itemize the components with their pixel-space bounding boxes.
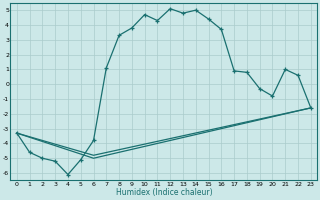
X-axis label: Humidex (Indice chaleur): Humidex (Indice chaleur) [116, 188, 212, 197]
